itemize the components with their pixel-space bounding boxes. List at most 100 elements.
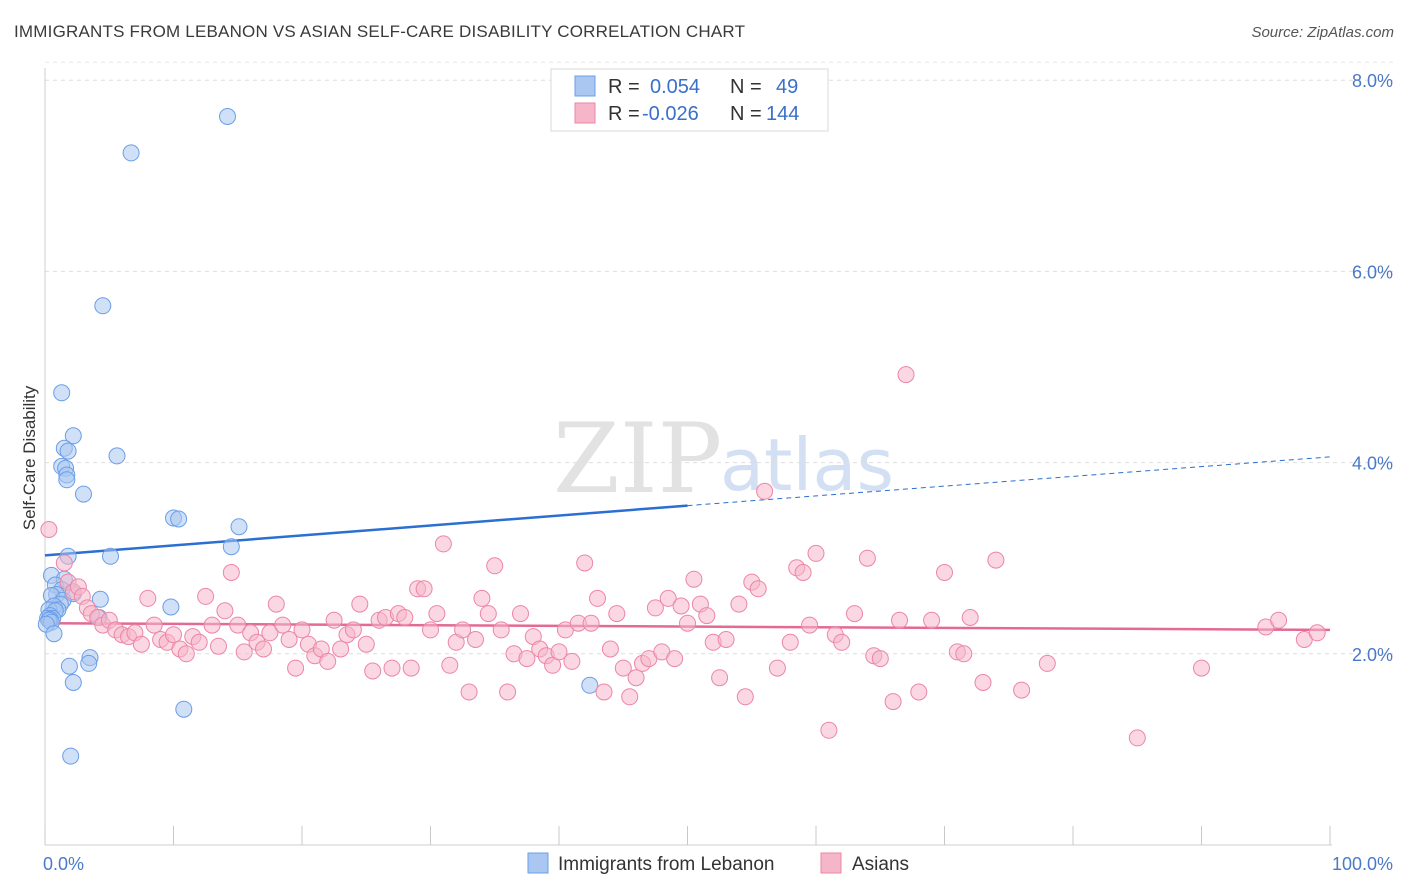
lebanon-point [162, 598, 180, 616]
legend-r-label: R = [608, 76, 640, 98]
legend-n-value: 49 [776, 76, 798, 98]
asian-point [608, 605, 626, 623]
asian-point [1308, 624, 1326, 642]
legend-r-value: 0.054 [650, 76, 700, 98]
legend-n-label: N = [730, 76, 762, 98]
asian-point [833, 633, 851, 651]
asian-point [923, 611, 941, 629]
asian-point [582, 614, 600, 632]
lebanon-point [170, 510, 188, 528]
asian-point [595, 683, 613, 701]
asian-point [255, 640, 272, 658]
lebanon-point [230, 518, 248, 536]
asian-point [467, 631, 484, 648]
watermark: ZIP atlas [553, 403, 894, 515]
asian-point [801, 616, 819, 634]
asian-point [364, 662, 382, 680]
bottom-legend: Immigrants from Lebanon Asians [527, 852, 909, 875]
asian-point [287, 659, 305, 677]
asian-point [685, 570, 703, 588]
asian-point [666, 650, 684, 668]
asian-point [730, 595, 748, 613]
asian-point [132, 635, 150, 653]
asian-point [891, 611, 908, 629]
asian-point [974, 674, 992, 691]
asian-point [293, 621, 311, 639]
y-tick-label: 4.0% [1352, 454, 1393, 474]
asian-point [512, 605, 529, 623]
lebanon-point [75, 485, 92, 503]
asian-point [396, 609, 414, 626]
lebanon-point [64, 427, 82, 445]
asian-point [820, 721, 838, 739]
bottom-legend-label-lebanon: Immigrants from Lebanon [558, 854, 775, 875]
lebanon-point [53, 384, 71, 402]
legend-row-asians: R = -0.026 N = 144 [574, 102, 799, 125]
asian-point [325, 611, 343, 629]
asian-point [267, 595, 285, 613]
asian-point [781, 633, 799, 651]
asian-point [955, 645, 973, 663]
asian-point [794, 564, 812, 581]
asian-point [576, 554, 594, 572]
asian-point [40, 521, 58, 538]
asian-point [897, 366, 915, 384]
asian-point [736, 688, 754, 706]
asian-point [280, 631, 298, 648]
x-tick-label: 100.0% [1332, 854, 1393, 874]
asian-point [961, 609, 979, 626]
asian-point [871, 650, 889, 668]
asian-point [383, 659, 401, 677]
watermark-atlas: atlas [720, 423, 894, 507]
legend-row-lebanon: R = 0.054 N = 49 [574, 75, 798, 98]
asian-point [807, 544, 825, 562]
asian-point [428, 605, 446, 623]
asian-point [190, 633, 208, 651]
asian-point [210, 637, 227, 655]
asian-point [216, 602, 234, 620]
asian-point [749, 580, 767, 598]
legend-n-label: N = [730, 103, 762, 125]
asian-point [402, 659, 420, 677]
asian-point [177, 645, 195, 663]
asian-point [486, 557, 504, 575]
lebanon-point [102, 547, 119, 565]
legend: R = 0.054 N = 49 R = -0.026 N = 144 [550, 68, 829, 132]
asian-point [441, 656, 459, 674]
y-tick-label: 8.0% [1352, 71, 1393, 91]
legend-swatch-asians [574, 102, 596, 124]
asian-point [55, 554, 73, 572]
asian-point [473, 589, 491, 607]
lebanon-point [175, 700, 193, 718]
asian-point [460, 683, 478, 701]
asian-point [563, 652, 581, 670]
asian-point [261, 624, 279, 642]
asian-point [910, 683, 928, 701]
asian-point [711, 669, 729, 687]
y-tick-label: 2.0% [1352, 645, 1393, 665]
asian-point [229, 616, 247, 634]
asian-point [319, 652, 337, 670]
bottom-legend-swatch-asians [820, 852, 842, 874]
asian-point [768, 659, 786, 677]
legend-n-value: 144 [766, 103, 799, 125]
tick-labels: 2.0% 4.0% 6.0% 8.0% 0.0% 100.0% [43, 71, 1393, 874]
asian-point [422, 621, 439, 639]
asian-point [332, 640, 350, 658]
asian-point [589, 589, 606, 607]
asian-point [679, 614, 696, 632]
lebanon-point [59, 442, 77, 460]
asian-point [936, 564, 953, 581]
asian-point [454, 621, 472, 639]
asian-point [1193, 659, 1210, 677]
legend-swatch-lebanon [574, 75, 596, 97]
asian-point [756, 482, 774, 500]
lebanon-point [581, 676, 599, 694]
bottom-legend-label-asians: Asians [852, 854, 909, 875]
asian-point [698, 607, 716, 625]
lebanon-point [222, 538, 240, 556]
asian-point [627, 669, 645, 687]
lebanon-point [94, 297, 112, 315]
asian-point [479, 605, 497, 623]
